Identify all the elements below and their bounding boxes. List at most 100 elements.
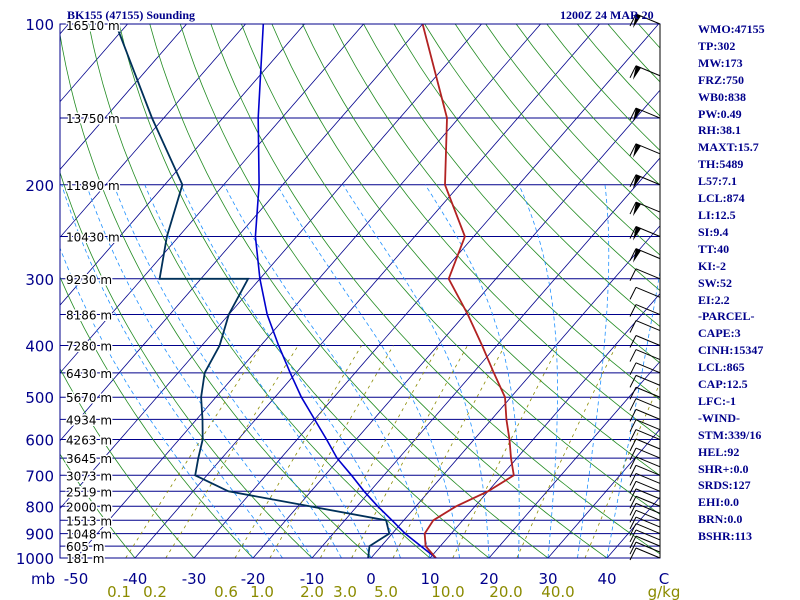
station-title: BK155 (47155) Sounding (67, 8, 196, 22)
pressure-tick-label: 1000 (16, 550, 54, 568)
wind-barb (629, 419, 661, 432)
height-label: 10430 m (66, 230, 120, 244)
parameter-line: BSHR:113 (698, 529, 753, 544)
parameter-line: HEL:92 (698, 444, 740, 459)
moist-adiabat (606, 268, 660, 559)
temperature-tick-label: -20 (241, 570, 266, 588)
parameter-line: TP:302 (698, 38, 736, 53)
dry-adiabat (149, 24, 549, 559)
temperature-tick-label: -10 (300, 570, 325, 588)
parameter-line: -PARCEL- (698, 309, 755, 324)
wind-barb (629, 268, 661, 282)
pressure-tick-label: 600 (25, 432, 54, 450)
moist-adiabat (60, 247, 254, 559)
moist-adiabat (342, 184, 490, 559)
parameter-line: L57:7.1 (698, 174, 737, 189)
wind-barb (629, 226, 661, 241)
pressure-tick-label: 200 (25, 177, 54, 195)
dry-adiabat (118, 24, 490, 559)
wind-barb (629, 349, 661, 362)
wind-barb (629, 547, 661, 561)
pressure-unit: mb (31, 570, 55, 588)
height-label: 7280 m (66, 340, 112, 354)
pressure-tick-label: 900 (25, 526, 54, 544)
moist-adiabat (144, 184, 372, 559)
height-label: 4263 m (66, 434, 112, 448)
mixing-ratio-tick-label: 20.0 (489, 583, 522, 600)
dry-adiabat (210, 24, 660, 555)
wind-barb (629, 304, 661, 317)
isotherm-line (311, 157, 660, 559)
parameter-line: RH:38.1 (698, 123, 741, 138)
isotherm-line (60, 24, 364, 374)
dry-adiabat (393, 24, 660, 328)
mixing-ratio-line (165, 345, 299, 559)
isotherm-line (370, 225, 660, 559)
isotherm-line (429, 293, 660, 559)
parameter-line: TH:5489 (698, 157, 744, 172)
mixing-ratio-tick-label: 40.0 (541, 583, 574, 600)
isotherm-line (60, 24, 305, 306)
height-label: 13750 m (66, 112, 120, 126)
pressure-tick-label: 800 (25, 498, 54, 516)
mixing-ratio-tick-label: 10.0 (431, 583, 464, 600)
pressure-tick-label: 300 (25, 271, 54, 289)
parameter-line: SI:9.4 (698, 224, 729, 239)
wind-barb (629, 464, 661, 478)
mixing-ratio-line (234, 345, 362, 559)
dry-adiabat (454, 24, 660, 256)
mixing-ratio-line (392, 345, 506, 559)
dry-adiabat (60, 275, 254, 559)
dry-adiabat (179, 24, 608, 559)
height-label: 9230 m (66, 273, 112, 287)
moist-adiabat (518, 184, 558, 559)
height-label: 1513 m (66, 514, 112, 528)
parameter-line: -WIND- (698, 410, 740, 425)
height-label: 5670 m (66, 391, 112, 405)
isotherm-line (193, 24, 659, 559)
parameter-line: BRN:0.0 (698, 512, 743, 527)
wind-barb (629, 472, 661, 486)
wind-barb (629, 13, 661, 28)
mixing-ratio-line (269, 345, 394, 559)
wind-barb (629, 386, 661, 400)
wind-barb (629, 456, 661, 470)
parameter-line: WB0:838 (698, 89, 746, 104)
pressure-tick-label: 500 (25, 389, 54, 407)
dry-adiabat (60, 171, 313, 559)
parameter-line: SHR+:0.0 (698, 461, 749, 476)
dry-adiabat (60, 367, 195, 559)
moist-adiabat (113, 184, 342, 559)
temperature-tick-label: -50 (64, 570, 89, 588)
dry-adiabat (60, 453, 136, 559)
temperature-tick-label: 10 (420, 570, 439, 588)
wind-barb (629, 398, 661, 411)
height-label: 8186 m (66, 309, 112, 323)
mixing-ratio-line (125, 345, 262, 559)
temperature-tick-label: -40 (123, 570, 148, 588)
height-label: 181 m (66, 552, 104, 566)
temperature-tick-label: 30 (538, 570, 557, 588)
wind-barb (629, 516, 661, 530)
parameter-line: PW:0.49 (698, 106, 742, 121)
plot-frame (59, 23, 661, 559)
wind-barb (629, 523, 661, 536)
height-label: 1048 m (66, 528, 112, 542)
wind-barb (629, 286, 661, 300)
temperature-tick-label: -30 (182, 570, 207, 588)
mixing-ratio-line (320, 345, 440, 559)
height-label: 605 m (66, 540, 104, 554)
wind-barb (629, 509, 661, 523)
dry-adiabat (424, 24, 660, 292)
temperature-unit: C (659, 570, 669, 588)
isotherm-line (547, 428, 660, 559)
dry-adiabat (363, 24, 660, 364)
parameter-line: SW:52 (698, 275, 733, 290)
wind-barb (629, 429, 661, 442)
isotherm-line (488, 360, 660, 559)
height-label: 6430 m (66, 367, 112, 381)
parameter-line: LI:12.5 (698, 207, 736, 222)
parameter-line: SRDS:127 (698, 478, 751, 493)
